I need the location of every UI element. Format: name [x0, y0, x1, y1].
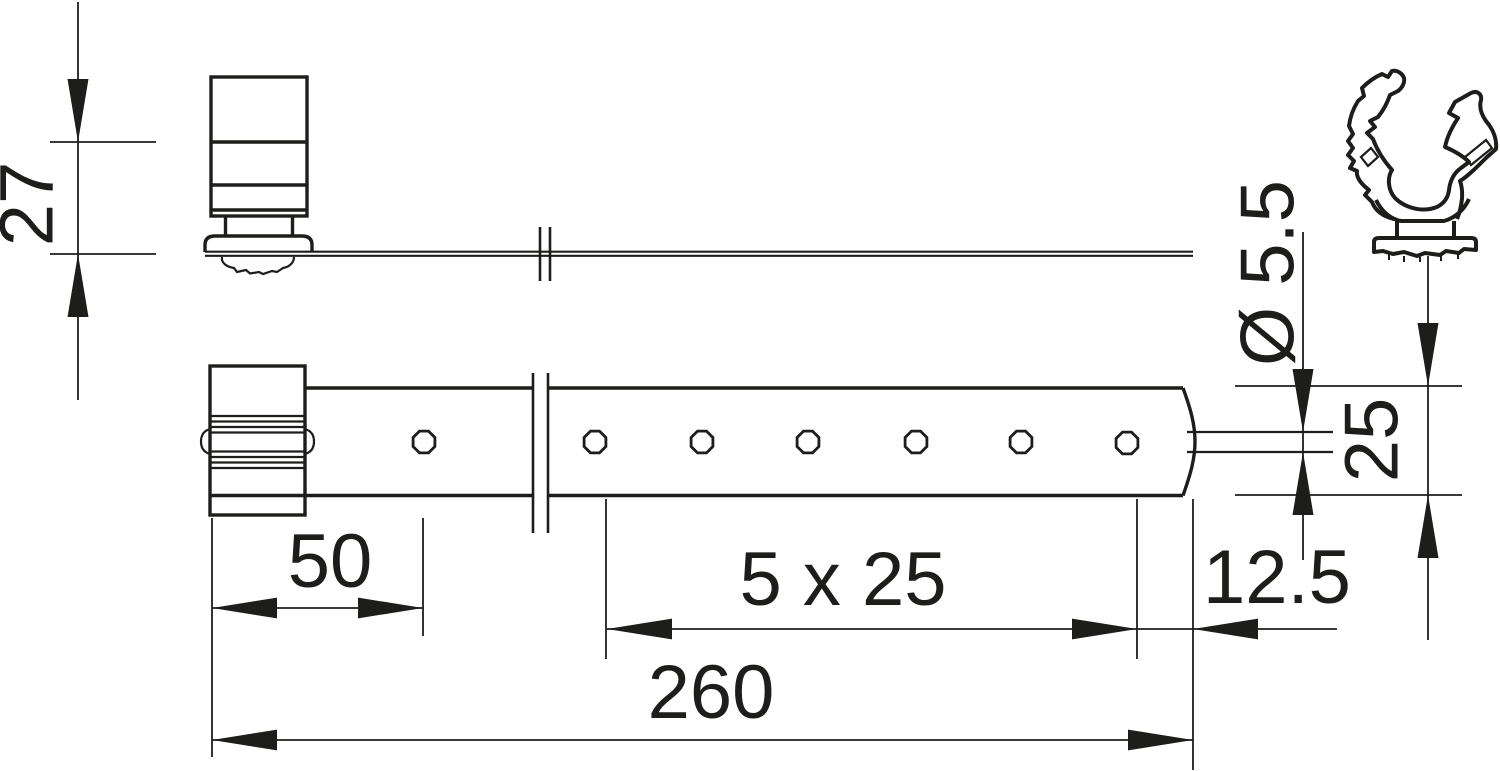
dim-overall-length: 260 [212, 650, 1193, 751]
dim-clip-height: 27 [0, 2, 156, 400]
arrow-right [1128, 729, 1193, 751]
arrow-right [1072, 618, 1137, 640]
clip-body-side [209, 75, 309, 218]
hole-5 [903, 429, 929, 455]
dim-hole-diameter: Ø 5.5 [1226, 180, 1314, 560]
arrow-down [1292, 369, 1314, 432]
hole-7 [1114, 430, 1140, 456]
hole-3 [689, 429, 715, 455]
arrow-left [212, 729, 277, 751]
arrow-down [1417, 323, 1439, 386]
arrow-right [358, 597, 423, 619]
hole-2 [582, 429, 608, 455]
hole-1 [411, 429, 437, 455]
clip-base-flange [1372, 236, 1478, 258]
arrow-left [607, 618, 672, 640]
strap-rounded-end [1181, 387, 1197, 497]
clip-side-bulge-left [199, 427, 211, 456]
dim-hole-diameter-label: Ø 5.5 [1226, 180, 1311, 366]
clip-scalloped-foot [220, 256, 296, 276]
clip-slanted-slot [1463, 138, 1494, 167]
arrow-up [1417, 495, 1439, 558]
dim-strap-width-label: 25 [1330, 398, 1415, 483]
clip-diamond-hole [1359, 146, 1380, 168]
strap-holes [411, 429, 1140, 456]
clip-side-bulge-right [304, 427, 316, 456]
arrow-up [67, 254, 89, 317]
clip-base-serration-ticks [1388, 253, 1459, 262]
dim-lead-hole-offset: 50 [211, 518, 424, 757]
hole-6 [1008, 429, 1034, 455]
dim-clip-height-label: 27 [0, 162, 70, 247]
dim-strap-width: 25 [1235, 256, 1462, 640]
dim-last-hole-to-end-label: 12.5 [1203, 535, 1351, 620]
clip-profile-outline [1346, 68, 1499, 221]
clip-strap-side-view [203, 75, 1193, 281]
clip-body-top-view [208, 364, 307, 517]
arrow-up [1292, 452, 1314, 515]
hole-4 [795, 429, 821, 455]
clip-rib-lines [210, 414, 305, 470]
dim-overall-length-label: 260 [648, 650, 775, 735]
dim-hole-pitch-label: 5 x 25 [739, 537, 946, 622]
dim-lead-hole-offset-label: 50 [288, 519, 373, 604]
strap-top-view [199, 364, 1333, 533]
clip-front-view [1346, 68, 1499, 262]
clip-flange-side [203, 234, 314, 252]
arrow-left [212, 597, 277, 619]
clip-cup-wall [1374, 198, 1471, 223]
arrow-left-outside [1193, 618, 1258, 640]
arrow-down [67, 79, 89, 142]
dim-hole-pitch-and-end: 5 x 25 12.5 [605, 499, 1351, 770]
